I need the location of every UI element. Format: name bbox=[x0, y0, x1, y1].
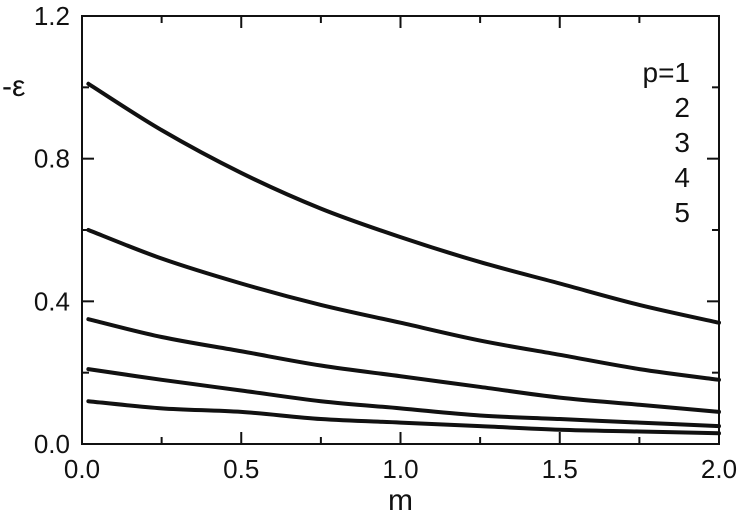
y-axis-label: -ε bbox=[2, 70, 25, 103]
x-tick-label: 1.5 bbox=[542, 454, 578, 484]
series-layer bbox=[86, 81, 721, 436]
series-labels: p=1 2 3 4 5 bbox=[643, 57, 691, 228]
series-label-4: 4 bbox=[674, 162, 690, 193]
series-line-3 bbox=[86, 317, 721, 414]
plot-frame bbox=[81, 15, 720, 445]
series-label-2: 2 bbox=[674, 92, 690, 123]
series-label-3: 3 bbox=[674, 127, 690, 158]
series-line-4 bbox=[86, 367, 721, 429]
series-line-2 bbox=[86, 228, 721, 382]
series-label-5: 5 bbox=[674, 197, 690, 228]
y-tick-label: 0.4 bbox=[34, 286, 70, 316]
tick-layer: 0.0 0.5 1.0 1.5 2.0 0.0 0.4 0.8 1.2 bbox=[34, 1, 737, 484]
x-tick-label: 2.0 bbox=[701, 454, 737, 484]
series-label-1: p=1 bbox=[643, 57, 691, 88]
y-tick-label: 0.0 bbox=[34, 429, 70, 459]
x-axis-label: m bbox=[388, 484, 413, 516]
x-tick-label: 1.0 bbox=[382, 454, 418, 484]
y-tick-label: 0.8 bbox=[34, 144, 70, 174]
series-line-1 bbox=[86, 81, 721, 325]
series-line-5 bbox=[86, 399, 721, 436]
y-tick-label: 1.2 bbox=[34, 1, 70, 31]
x-tick-label: 0.0 bbox=[64, 454, 100, 484]
x-tick-label: 0.5 bbox=[223, 454, 259, 484]
